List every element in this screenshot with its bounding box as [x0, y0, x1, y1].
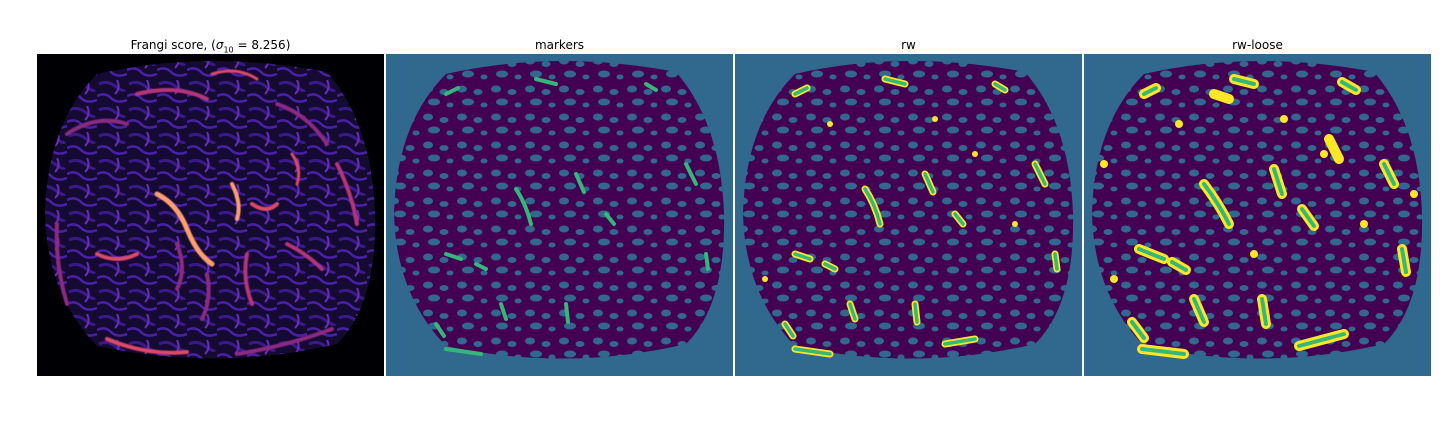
title-prefix: Frangi score, (: [130, 38, 216, 52]
frangi-score-image: [37, 54, 384, 376]
rw-loose-image: [1084, 54, 1431, 376]
title-suffix: = 8.256): [233, 38, 291, 52]
frangi-panel-title: Frangi score, (σ10 = 8.256): [37, 36, 384, 54]
markers-panel-title: markers: [534, 38, 585, 52]
rw-loose-panel: rw-loose: [1084, 36, 1431, 376]
rw-panel-title: rw: [901, 38, 916, 52]
rw-panel: rw: [735, 36, 1082, 376]
markers-image: [386, 54, 733, 376]
rw-image: [735, 54, 1082, 376]
markers-panel: markers: [386, 36, 733, 376]
frangi-panel: Frangi score, (σ10 = 8.256): [37, 36, 384, 376]
title-subscript: 10: [223, 45, 234, 55]
rw-loose-panel-title: rw-loose: [1232, 38, 1283, 52]
title-sigma: σ: [215, 38, 224, 52]
